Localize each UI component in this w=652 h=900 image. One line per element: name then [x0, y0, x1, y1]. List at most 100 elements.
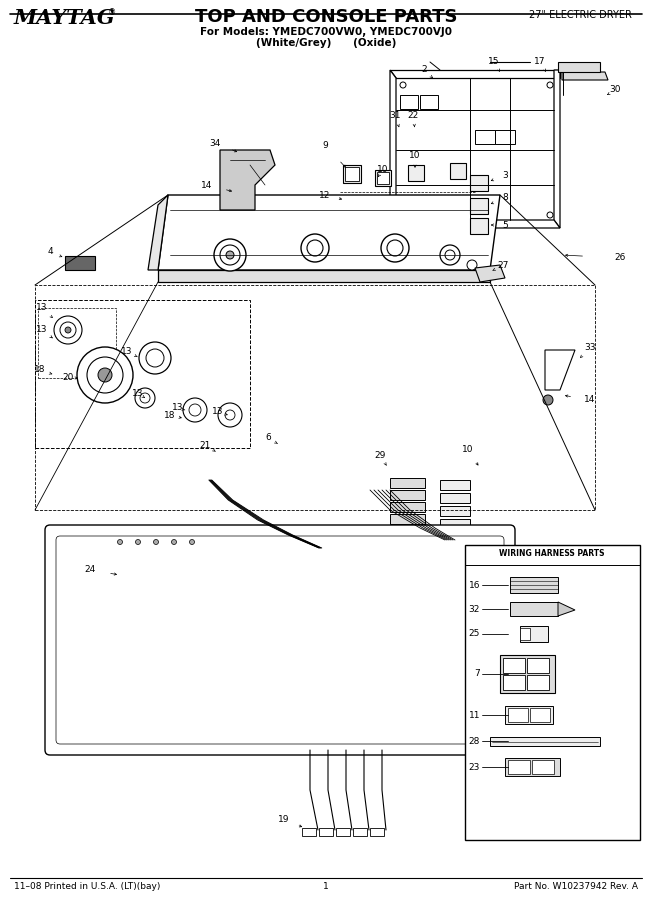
Circle shape — [135, 388, 155, 408]
Text: 6: 6 — [265, 434, 271, 443]
Circle shape — [214, 239, 246, 271]
Bar — [390, 478, 425, 488]
Polygon shape — [220, 150, 275, 210]
Circle shape — [445, 250, 455, 260]
Bar — [508, 708, 528, 722]
Bar — [472, 614, 494, 626]
Bar — [527, 658, 549, 673]
Text: 13: 13 — [37, 303, 48, 312]
Polygon shape — [558, 62, 600, 72]
Bar — [377, 172, 389, 184]
Bar — [505, 758, 560, 776]
Polygon shape — [562, 72, 608, 80]
Circle shape — [547, 82, 553, 88]
Circle shape — [171, 539, 177, 544]
Bar — [375, 170, 391, 186]
Bar — [472, 600, 494, 612]
Text: 30: 30 — [609, 86, 621, 94]
Bar — [440, 493, 470, 503]
Bar — [35, 300, 250, 448]
Text: 20: 20 — [63, 374, 74, 382]
Circle shape — [547, 212, 553, 218]
Text: 15: 15 — [488, 58, 499, 67]
Bar — [319, 828, 333, 836]
Bar — [472, 586, 494, 598]
Text: 14: 14 — [201, 181, 213, 190]
Bar — [470, 218, 488, 234]
Text: 13: 13 — [213, 408, 224, 417]
Bar — [503, 658, 525, 673]
Polygon shape — [558, 602, 575, 616]
Text: 2: 2 — [421, 66, 427, 75]
Text: 32: 32 — [469, 605, 480, 614]
Text: For Models: YMEDC700VW0, YMEDC700VJ0: For Models: YMEDC700VW0, YMEDC700VJ0 — [200, 27, 452, 37]
Polygon shape — [148, 195, 168, 270]
Circle shape — [400, 82, 406, 88]
Circle shape — [301, 234, 329, 262]
Bar — [336, 828, 350, 836]
Bar — [527, 675, 549, 690]
Text: 9: 9 — [322, 140, 328, 149]
Text: 29: 29 — [374, 451, 386, 460]
Text: 4: 4 — [47, 248, 53, 256]
Bar — [400, 95, 418, 109]
Text: 19: 19 — [278, 815, 289, 824]
Circle shape — [400, 212, 406, 218]
Bar — [503, 675, 525, 690]
Text: 11–08 Printed in U.S.A. (LT)(bay): 11–08 Printed in U.S.A. (LT)(bay) — [14, 882, 160, 891]
Circle shape — [87, 357, 123, 393]
Text: 23: 23 — [469, 762, 480, 771]
Text: 14: 14 — [584, 395, 596, 404]
Circle shape — [117, 539, 123, 544]
Bar — [532, 760, 554, 774]
Bar — [520, 626, 548, 642]
Bar — [470, 175, 488, 191]
Circle shape — [140, 393, 150, 403]
Text: 10: 10 — [462, 446, 474, 454]
Circle shape — [139, 342, 171, 374]
Circle shape — [218, 403, 242, 427]
Bar — [530, 708, 550, 722]
Text: 8: 8 — [502, 194, 508, 202]
Bar — [465, 545, 640, 840]
Bar — [450, 163, 466, 179]
Circle shape — [54, 316, 82, 344]
Bar — [508, 760, 530, 774]
Circle shape — [226, 251, 234, 259]
Bar — [520, 628, 530, 640]
Text: 12: 12 — [319, 191, 331, 200]
Text: 5: 5 — [502, 220, 508, 230]
Polygon shape — [390, 70, 560, 78]
Text: 24: 24 — [84, 565, 96, 574]
Bar — [370, 828, 384, 836]
Text: 28: 28 — [469, 736, 480, 745]
Text: 21: 21 — [200, 440, 211, 449]
Bar — [420, 95, 438, 109]
Text: 13: 13 — [172, 403, 184, 412]
Circle shape — [307, 240, 323, 256]
Circle shape — [543, 395, 553, 405]
Polygon shape — [390, 70, 396, 228]
Circle shape — [467, 260, 477, 270]
Bar — [475, 130, 495, 144]
Text: 11: 11 — [469, 710, 480, 719]
Bar — [472, 572, 494, 584]
Polygon shape — [475, 265, 505, 282]
Circle shape — [190, 539, 194, 544]
Bar — [408, 165, 424, 181]
Text: 25: 25 — [469, 629, 480, 638]
FancyBboxPatch shape — [45, 525, 515, 755]
Circle shape — [440, 245, 460, 265]
Bar — [35, 285, 595, 510]
Circle shape — [381, 234, 409, 262]
Text: 1: 1 — [323, 882, 329, 891]
Text: WIRING HARNESS PARTS: WIRING HARNESS PARTS — [499, 548, 605, 557]
Circle shape — [65, 327, 71, 333]
Polygon shape — [158, 270, 490, 282]
Bar — [390, 490, 425, 500]
Bar — [343, 165, 361, 183]
Bar — [38, 308, 116, 378]
Circle shape — [153, 539, 158, 544]
Polygon shape — [158, 195, 500, 270]
Circle shape — [387, 240, 403, 256]
